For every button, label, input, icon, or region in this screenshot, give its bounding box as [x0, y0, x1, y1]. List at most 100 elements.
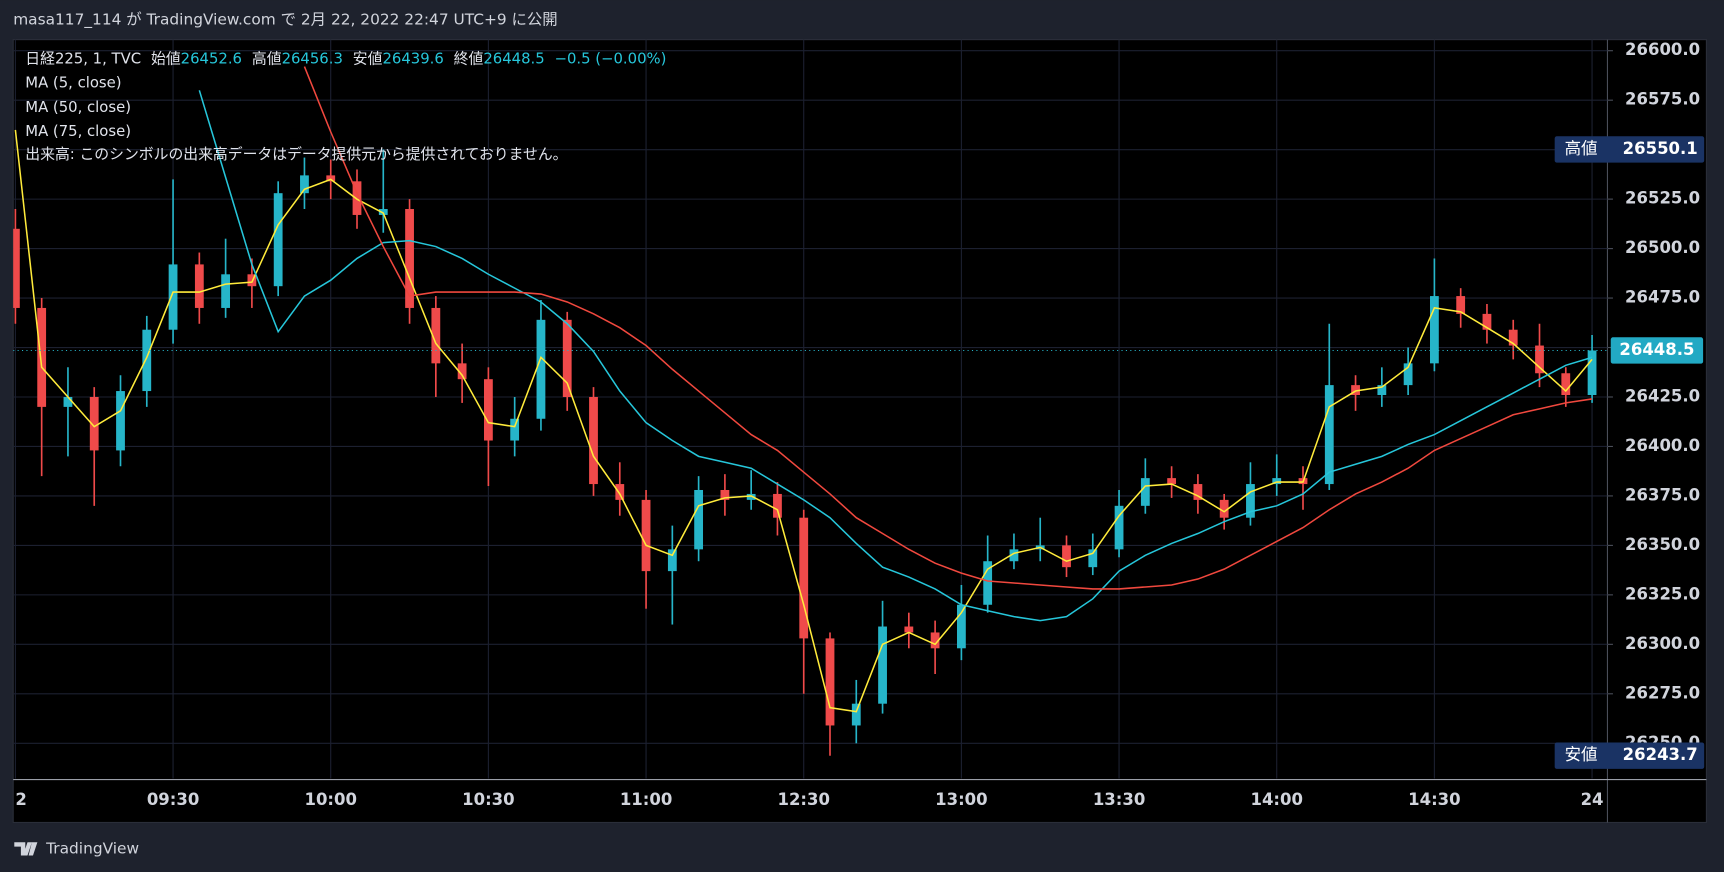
candle-body	[142, 329, 152, 392]
candle-body	[1508, 329, 1518, 346]
candle-body	[405, 209, 414, 308]
ma-line	[14, 129, 1593, 713]
candle-body	[1246, 484, 1255, 518]
candle-body	[1167, 478, 1177, 485]
y-tick-label: 26425.0	[1625, 386, 1700, 405]
candle-body	[1009, 549, 1019, 562]
footer-brand: TradingView	[45, 839, 139, 857]
candle-body	[1219, 499, 1229, 518]
ma-line	[198, 90, 1593, 622]
indicator-name: MA (50, close)	[25, 99, 131, 116]
candle-body	[168, 264, 178, 330]
candle-body	[1561, 373, 1571, 396]
candle-body	[221, 274, 231, 308]
candle-body	[799, 517, 809, 639]
candle-body	[1324, 385, 1334, 485]
ma-line	[303, 66, 1593, 590]
candle-body	[904, 626, 914, 633]
x-tick-label: 13:00	[935, 790, 987, 809]
candle-body	[536, 319, 546, 419]
candle-body	[746, 493, 756, 500]
legend-symbol: 日経225, 1, TVC	[25, 50, 141, 67]
last-price-badge	[1610, 337, 1704, 364]
candle-body	[641, 499, 651, 572]
volume-note: 出来高: このシンボルの出来高データはデータ提供元から提供されておりません。	[25, 145, 567, 163]
candle-body	[1535, 345, 1544, 374]
extreme-badge	[1554, 742, 1705, 769]
x-tick-label: 14:00	[1250, 790, 1302, 809]
legend-change: −0.5 (−0.00%)	[555, 50, 667, 67]
candle-body	[1377, 385, 1387, 396]
y-tick-label: 26300.0	[1625, 634, 1700, 653]
grid	[13, 39, 1608, 779]
candle-body	[352, 181, 362, 215]
indicator-legend: MA (5, close) MA (50, close) MA (75, close…	[25, 75, 131, 140]
candle-body	[1114, 505, 1124, 550]
candle-body	[983, 561, 993, 605]
candle-body	[116, 391, 125, 451]
plot-area	[13, 66, 1608, 756]
candle-body	[378, 209, 388, 215]
candle-body	[589, 396, 598, 485]
candle-body	[194, 264, 204, 308]
ohlc-legend: 日経225, 1, TVC 始値26452.6 高値26456.3 安値26439.6…	[25, 50, 666, 67]
legend-field-label: 高値	[252, 50, 282, 67]
extreme-badge	[1554, 136, 1705, 163]
candle-body	[89, 396, 99, 451]
candle-body	[825, 638, 835, 726]
legend-field-label: 終値	[454, 50, 484, 67]
x-tick-label: 2	[15, 790, 26, 809]
y-tick-label: 26375.0	[1625, 485, 1700, 504]
candle-body	[1140, 478, 1150, 506]
x-tick-label: 14:30	[1408, 790, 1460, 809]
candle-body	[300, 175, 309, 194]
y-tick-label: 26500.0	[1625, 238, 1700, 257]
candle-body	[667, 549, 677, 572]
candle-body	[1482, 313, 1492, 330]
candle-body	[431, 307, 441, 364]
candle-body	[457, 363, 467, 380]
candle-body	[273, 193, 283, 287]
candle-body	[1429, 296, 1439, 364]
legend-field-value: 26448.5	[483, 50, 544, 67]
candle-body	[63, 396, 73, 407]
candle-body	[1587, 350, 1597, 396]
candle-body	[694, 489, 704, 550]
legend-field-value: 26439.6	[382, 50, 443, 67]
extreme-badge-label: 高値	[1565, 139, 1598, 158]
candle-body	[615, 484, 625, 500]
candle-body	[851, 703, 861, 726]
candle-body	[1088, 549, 1098, 568]
y-tick-label: 26575.0	[1625, 90, 1700, 109]
extreme-badge-value: 26550.1	[1623, 139, 1698, 158]
candle-body	[562, 319, 572, 397]
candle-body	[1456, 296, 1466, 314]
candle-body	[930, 632, 940, 649]
legend-field-value: 26456.3	[282, 50, 343, 67]
x-tick-label: 10:30	[462, 790, 514, 809]
x-tick-label: 13:30	[1093, 790, 1145, 809]
candle-body	[510, 418, 520, 441]
indicator-name: MA (5, close)	[25, 75, 121, 92]
extreme-badge-label: 安値	[1565, 745, 1598, 764]
y-tick-label: 26600.0	[1625, 40, 1700, 59]
candle-body	[247, 274, 257, 287]
footer-logo	[14, 842, 38, 856]
x-tick-label: 11:00	[620, 790, 672, 809]
candle-body	[956, 604, 966, 649]
candle-body	[878, 626, 887, 704]
indicator-name: MA (75, close)	[25, 123, 131, 140]
candle-body	[1403, 363, 1413, 386]
x-tick-label: 09:30	[147, 790, 199, 809]
candle-body	[326, 175, 336, 182]
y-tick-label: 26475.0	[1625, 288, 1700, 307]
last-price-label: 26448.5	[1619, 340, 1694, 359]
candle-body	[483, 379, 493, 441]
header-text: masa117_114 が TradingView.com で 2月 22, 2…	[13, 10, 557, 29]
candle-body	[1272, 478, 1282, 485]
y-tick-label: 26275.0	[1625, 683, 1700, 702]
x-tick-label: 10:00	[304, 790, 356, 809]
y-tick-label: 26525.0	[1625, 189, 1700, 208]
